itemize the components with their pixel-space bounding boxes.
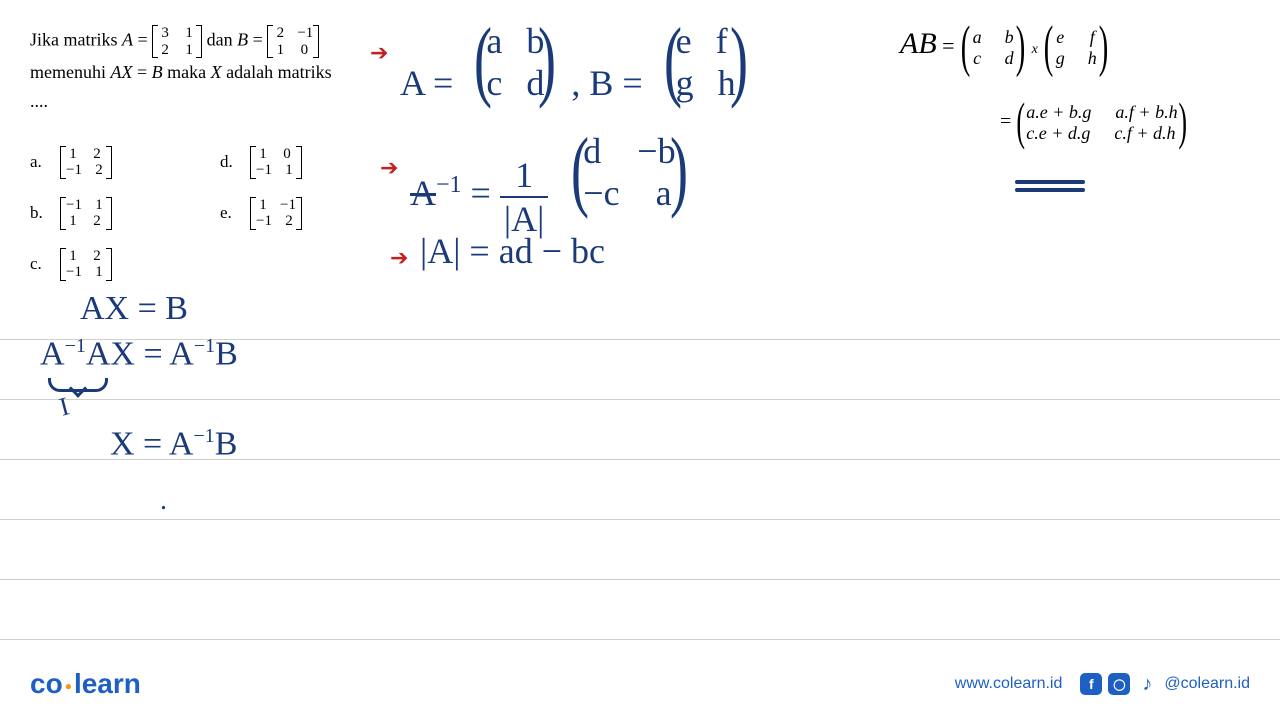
footer: co●learn www.colearn.id f ◯ ♪ @colearn.i… <box>30 668 1250 700</box>
equals: = <box>253 30 263 50</box>
logo: co●learn <box>30 668 141 700</box>
printed-ab-result: = a.e + b.ga.f + b.h c.e + d.gc.f + d.h <box>1000 100 1188 146</box>
hw-step2: A−1AX = A−1B <box>40 335 238 373</box>
problem-mid: dan <box>207 30 238 50</box>
option-d-matrix: 10 −11 <box>250 146 302 179</box>
option-b: b. −11 12 <box>30 197 210 230</box>
hw-a-inverse: A−1 = 1 |A| d−b −ca <box>410 130 694 240</box>
printed-ab-product: AB = ab cd x ef gh <box>900 25 1109 71</box>
tiktok-icon: ♪ <box>1136 673 1158 695</box>
option-b-matrix: −11 12 <box>60 197 112 230</box>
hw-arrow-2: ➔ <box>380 155 398 181</box>
hw-determinant: |A| = ad − bc <box>420 230 605 272</box>
logo-learn: learn <box>74 668 141 699</box>
instagram-icon: ◯ <box>1108 673 1130 695</box>
matrix-b: 2−1 10 <box>267 25 319 58</box>
logo-co: co <box>30 668 63 699</box>
option-a: a. 12 −12 <box>30 146 210 179</box>
option-c-matrix: 12 −11 <box>60 248 112 281</box>
matrix-a: 31 21 <box>152 25 202 58</box>
option-d: d. 10 −11 <box>220 146 400 179</box>
hw-dot: . <box>160 485 167 517</box>
hw-a-def: A = ab cd , B = ef gh <box>400 20 754 104</box>
equals: = <box>138 30 148 50</box>
option-e-matrix: 1−1 −12 <box>250 197 302 230</box>
hw-arrow-3: ➔ <box>390 245 408 271</box>
hw-step3: X = A−1B <box>110 425 237 463</box>
option-a-matrix: 12 −12 <box>60 146 112 179</box>
footer-handle: @colearn.id <box>1164 675 1250 693</box>
problem-prefix: Jika matriks <box>30 30 122 50</box>
problem-line2: memenuhi AX = B maka X adalah matriks <box>30 62 332 82</box>
footer-url: www.colearn.id <box>955 675 1063 693</box>
matrix-a-label: A <box>122 30 133 50</box>
logo-dot-icon: ● <box>65 679 72 693</box>
option-c: c. 12 −11 <box>30 248 210 281</box>
ab-m1: ab cd <box>960 25 1026 71</box>
hw-underbrace <box>48 378 108 392</box>
hw-step1: AX = B <box>80 290 188 328</box>
facebook-icon: f <box>1080 673 1102 695</box>
footer-right: www.colearn.id f ◯ ♪ @colearn.id <box>955 673 1250 695</box>
social-icons: f ◯ ♪ @colearn.id <box>1080 673 1250 695</box>
ab-m2: ef gh <box>1043 25 1109 71</box>
matrix-b-label: B <box>237 30 248 50</box>
hw-double-underline <box>1015 180 1085 192</box>
problem-dots: .... <box>30 91 48 111</box>
hw-arrow-1: ➔ <box>370 40 388 66</box>
option-e: e. 1−1 −12 <box>220 197 400 230</box>
